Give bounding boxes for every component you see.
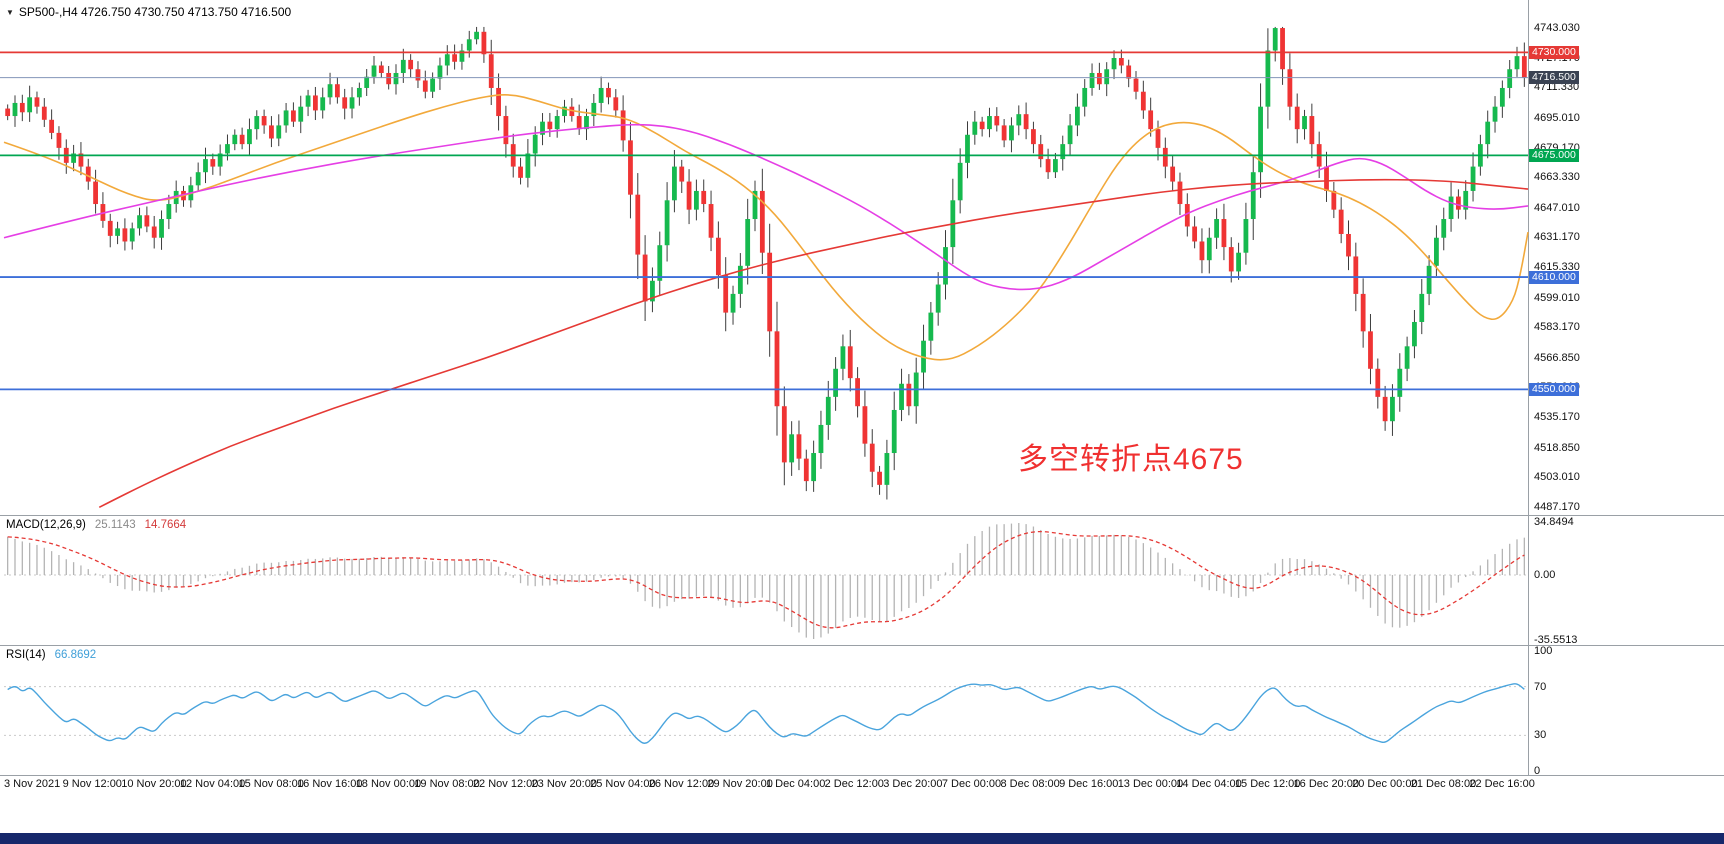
rsi-indicator-label: RSI(14) 66.8692 — [6, 649, 96, 661]
price-tick-label: 4487.170 — [1534, 501, 1580, 513]
time-tick-label: 25 Nov 04:00 — [590, 778, 656, 790]
time-tick-label: 3 Dec 20:00 — [883, 778, 943, 790]
price-tick-label: 4599.010 — [1534, 291, 1580, 304]
time-tick-label: 29 Nov 20:00 — [707, 778, 773, 790]
price-tick-label: 4631.170 — [1534, 231, 1580, 244]
time-tick-label: 8 Dec 08:00 — [1000, 778, 1060, 790]
chart-header: ▼ SP500-,H4 4726.750 4730.750 4713.750 4… — [6, 5, 291, 19]
price-tick-label: 4615.330 — [1534, 261, 1580, 274]
time-tick-label: 23 Nov 20:00 — [531, 778, 597, 790]
price-tag-4730.000[interactable]: 4730.000 — [1529, 45, 1579, 59]
time-tick-label: 26 Nov 12:00 — [648, 778, 715, 790]
time-tick-label: 9 Nov 12:00 — [62, 778, 122, 790]
time-tick-label: 22 Dec 16:00 — [1469, 778, 1535, 790]
macd-histogram — [7, 523, 1525, 639]
macd-tick-label: 34.8494 — [1534, 516, 1574, 528]
rsi-tick-label: 30 — [1534, 729, 1547, 742]
rsi-tick-label: 100 — [1534, 645, 1553, 657]
time-tick-label: 15 Dec 12:00 — [1234, 778, 1301, 790]
price-tick-label: 4663.330 — [1534, 171, 1580, 184]
symbol-dropdown-icon[interactable]: ▼ — [6, 7, 14, 17]
macd-tick-label: -35.5513 — [1534, 634, 1578, 646]
macd-tick-label: 0.00 — [1534, 569, 1556, 581]
price-tick-label: 4711.330 — [1534, 81, 1580, 94]
candlestick-series — [5, 26, 1527, 500]
time-tick-label: 1 Dec 04:00 — [766, 778, 826, 790]
price-tick-label: 4566.850 — [1534, 351, 1580, 364]
price-tick-label: 4503.010 — [1534, 471, 1580, 484]
price-tick-label: 4695.010 — [1534, 111, 1580, 124]
symbol-ohlc-title: SP500-,H4 4726.750 4730.750 4713.750 471… — [18, 5, 292, 19]
time-tick-label: 22 Nov 12:00 — [472, 778, 539, 790]
macd-name: MACD(12,26,9) — [6, 519, 86, 531]
macd-signal-value: 14.7664 — [144, 519, 187, 531]
price-tick-label: 4535.170 — [1534, 411, 1580, 424]
ma-line-slow-red — [98, 178, 1529, 509]
time-tick-label: 14 Dec 04:00 — [1176, 778, 1242, 790]
time-tick-label: 7 Dec 00:00 — [941, 778, 1002, 790]
time-tick-label: 16 Nov 16:00 — [297, 778, 363, 790]
chart-text-annotation[interactable]: 多空转折点4675 — [1018, 443, 1244, 476]
time-tick-label: 2 Dec 12:00 — [824, 778, 884, 790]
current-price-tag[interactable]: 4716.500 — [1529, 71, 1579, 85]
price-tick-label: 4647.010 — [1534, 201, 1580, 214]
time-tick-label: 12 Nov 04:00 — [179, 778, 246, 790]
time-tick-label: 13 Dec 00:00 — [1117, 778, 1184, 790]
price-tick-label: 4518.850 — [1534, 441, 1580, 454]
time-tick-label: 3 Nov 2021 — [4, 778, 61, 790]
price-tick-label: 4743.030 — [1534, 22, 1580, 34]
time-tick-label: 18 Nov 00:00 — [355, 778, 422, 790]
rsi-line — [7, 683, 1525, 744]
price-axis[interactable]: 4743.0304727.1704711.3304695.0104679.170… — [1528, 0, 1724, 778]
taskbar[interactable] — [0, 833, 1724, 844]
time-axis[interactable]: 3 Nov 2021 9 Nov 12:00 10 Nov 20:00 12 Nov … — [0, 778, 1724, 796]
ma-line-medium-magenta — [3, 123, 1529, 291]
rsi-tick-label: 70 — [1534, 680, 1547, 693]
macd-signal-line — [7, 530, 1525, 629]
time-tick-label: 15 Nov 08:00 — [238, 778, 304, 790]
price-tick-label: 4583.170 — [1534, 321, 1580, 334]
time-tick-label: 19 Nov 08:00 — [414, 778, 480, 790]
time-tick-label: 20 Dec 00:00 — [1352, 778, 1418, 790]
time-tick-label: 16 Dec 20:00 — [1293, 778, 1359, 790]
price-tag-4610.000[interactable]: 4610.000 — [1529, 270, 1579, 284]
price-tag-4675.000[interactable]: 4675.000 — [1529, 148, 1579, 162]
price-tag-4550.000[interactable]: 4550.000 — [1529, 382, 1579, 396]
time-tick-label: 9 Dec 16:00 — [1059, 778, 1119, 790]
rsi-name: RSI(14) — [6, 649, 46, 661]
rsi-tick-label: 0 — [1534, 765, 1541, 777]
time-tick-label: 10 Nov 20:00 — [121, 778, 187, 790]
time-tick-label: 21 Dec 08:00 — [1410, 778, 1477, 790]
rsi-value: 66.8692 — [54, 649, 97, 661]
ma-line-fast-orange — [3, 94, 1529, 361]
macd-main-value: 25.1143 — [94, 519, 136, 531]
macd-indicator-label: MACD(12,26,9) 25.1143 14.7664 — [6, 519, 186, 531]
